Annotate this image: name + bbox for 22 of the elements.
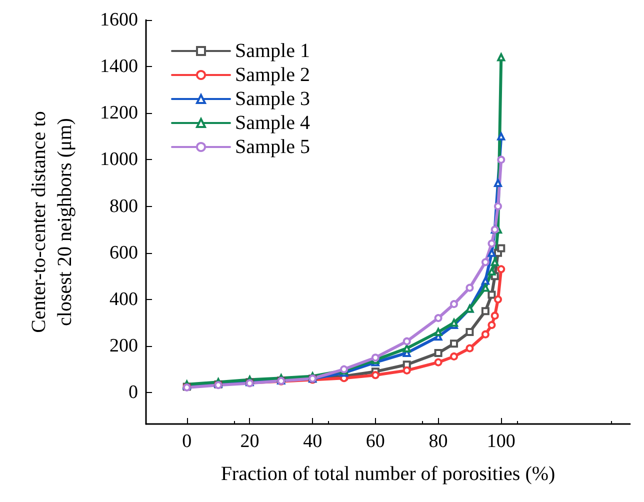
legend-label: Sample 3 (235, 88, 310, 110)
legend-label: Sample 5 (235, 136, 310, 158)
legend-label: Sample 4 (235, 112, 310, 134)
x-axis-title: Fraction of total number of porosities (%) (220, 463, 556, 485)
x-tick-label: 0 (182, 431, 192, 452)
y-tick-label: 600 (110, 242, 138, 264)
y-tick-label: 0 (128, 382, 138, 404)
y-tick-label: 400 (110, 288, 138, 310)
y-tick-label: 800 (110, 196, 138, 217)
x-tick-label: 40 (303, 431, 322, 452)
x-tick-label: 20 (240, 431, 260, 452)
legend-label: Sample 1 (235, 40, 310, 62)
y-tick-label: 200 (110, 335, 138, 356)
x-tick-label: 100 (486, 431, 516, 452)
y-axis-title: Center-to-center distance to closest 20 neighbors (μm) (28, 111, 76, 333)
y-tick-label: 1200 (100, 102, 138, 124)
x-tick-label: 80 (428, 431, 448, 452)
y-tick-label: 1600 (100, 10, 138, 30)
y-tick-label: 1400 (100, 56, 138, 78)
legend-label: Sample 2 (235, 64, 310, 86)
y-tick-label: 1000 (100, 149, 138, 170)
x-tick-label: 60 (366, 431, 385, 452)
